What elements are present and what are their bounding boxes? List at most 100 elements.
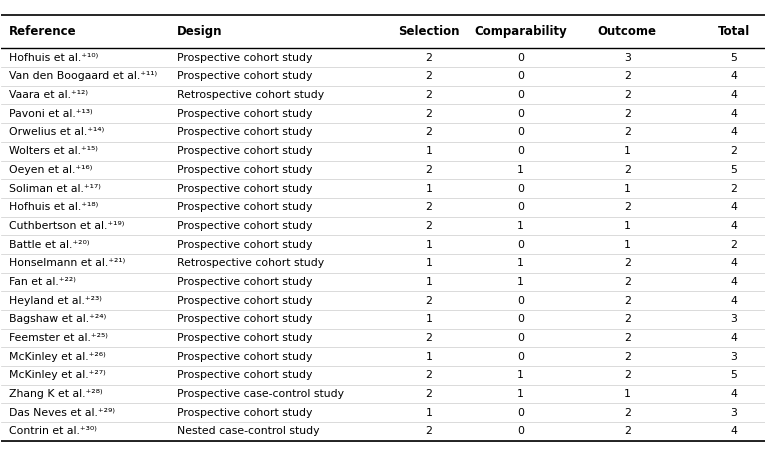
Text: 2: 2 [624,109,630,119]
Text: 2: 2 [731,239,738,249]
Text: Prospective cohort study: Prospective cohort study [177,333,313,343]
Text: 0: 0 [517,408,524,418]
Text: Prospective cohort study: Prospective cohort study [177,239,313,249]
Text: Heyland et al.⁺²³⁾: Heyland et al.⁺²³⁾ [9,295,102,306]
Text: 4: 4 [731,389,738,399]
Text: 0: 0 [517,71,524,82]
Text: 2: 2 [425,109,432,119]
Text: 3: 3 [731,352,738,362]
Text: Wolters et al.⁺¹⁵⁾: Wolters et al.⁺¹⁵⁾ [9,146,98,156]
Text: Oeyen et al.⁺¹⁶⁾: Oeyen et al.⁺¹⁶⁾ [9,165,93,175]
Text: 0: 0 [517,352,524,362]
Text: 1: 1 [517,258,524,268]
Text: 2: 2 [425,53,432,63]
Text: Prospective cohort study: Prospective cohort study [177,314,313,324]
Text: 2: 2 [624,370,630,380]
Text: 1: 1 [425,408,432,418]
Text: 2: 2 [624,333,630,343]
Text: Prospective cohort study: Prospective cohort study [177,71,313,82]
Text: Contrin et al.⁺³⁰⁾: Contrin et al.⁺³⁰⁾ [9,426,97,436]
Text: 2: 2 [731,146,738,156]
Text: 2: 2 [624,90,630,100]
Text: Retrospective cohort study: Retrospective cohort study [177,90,324,100]
Text: 0: 0 [517,314,524,324]
Text: 0: 0 [517,146,524,156]
Text: 1: 1 [517,389,524,399]
Text: 1: 1 [624,221,630,231]
Text: Design: Design [177,25,222,38]
Text: Pavoni et al.⁺¹³⁾: Pavoni et al.⁺¹³⁾ [9,109,93,119]
Text: 5: 5 [731,165,738,175]
Text: 2: 2 [624,128,630,138]
Text: Retrospective cohort study: Retrospective cohort study [177,258,324,268]
Text: 5: 5 [731,53,738,63]
Text: Prospective cohort study: Prospective cohort study [177,165,313,175]
Text: Cuthbertson et al.⁺¹⁹⁾: Cuthbertson et al.⁺¹⁹⁾ [9,221,124,231]
Text: Feemster et al.⁺²⁵⁾: Feemster et al.⁺²⁵⁾ [9,333,108,343]
Text: 1: 1 [425,352,432,362]
Text: Hofhuis et al.⁺¹⁰⁾: Hofhuis et al.⁺¹⁰⁾ [9,53,98,63]
Text: 0: 0 [517,128,524,138]
Text: 2: 2 [425,426,432,436]
Text: 1: 1 [517,277,524,287]
Text: 2: 2 [425,221,432,231]
Text: 1: 1 [425,146,432,156]
Text: 4: 4 [731,295,738,306]
Text: 0: 0 [517,109,524,119]
Text: 4: 4 [731,90,738,100]
Text: 4: 4 [731,128,738,138]
Text: 2: 2 [425,333,432,343]
Text: 0: 0 [517,426,524,436]
Text: Battle et al.⁺²⁰⁾: Battle et al.⁺²⁰⁾ [9,239,90,249]
Text: 4: 4 [731,333,738,343]
Text: Prospective cohort study: Prospective cohort study [177,277,313,287]
Text: 2: 2 [624,295,630,306]
Text: 2: 2 [624,202,630,212]
Text: 2: 2 [425,165,432,175]
Text: 2: 2 [425,128,432,138]
Text: 1: 1 [624,146,630,156]
Text: 1: 1 [425,184,432,193]
Text: Bagshaw et al.⁺²⁴⁾: Bagshaw et al.⁺²⁴⁾ [9,314,106,324]
Text: Prospective cohort study: Prospective cohort study [177,221,313,231]
Text: 4: 4 [731,258,738,268]
Text: Prospective case-control study: Prospective case-control study [177,389,344,399]
Text: 4: 4 [731,221,738,231]
Text: 2: 2 [624,258,630,268]
Text: 1: 1 [624,389,630,399]
Text: Fan et al.⁺²²⁾: Fan et al.⁺²²⁾ [9,277,76,287]
Text: Total: Total [718,25,750,38]
Text: Honselmann et al.⁺²¹⁾: Honselmann et al.⁺²¹⁾ [9,258,126,268]
Text: 0: 0 [517,202,524,212]
Text: 2: 2 [425,202,432,212]
Text: Nested case-control study: Nested case-control study [177,426,319,436]
Text: Prospective cohort study: Prospective cohort study [177,184,313,193]
Text: 0: 0 [517,295,524,306]
Text: 2: 2 [425,389,432,399]
Text: 0: 0 [517,90,524,100]
Text: Prospective cohort study: Prospective cohort study [177,202,313,212]
Text: McKinley et al.⁺²⁶⁾: McKinley et al.⁺²⁶⁾ [9,352,106,362]
Text: 2: 2 [624,277,630,287]
Text: 2: 2 [624,71,630,82]
Text: 1: 1 [517,221,524,231]
Text: 5: 5 [731,370,738,380]
Text: Prospective cohort study: Prospective cohort study [177,146,313,156]
Text: Vaara et al.⁺¹²⁾: Vaara et al.⁺¹²⁾ [9,90,88,100]
Text: Zhang K et al.⁺²⁸⁾: Zhang K et al.⁺²⁸⁾ [9,389,103,399]
Text: 2: 2 [425,71,432,82]
Text: Prospective cohort study: Prospective cohort study [177,128,313,138]
Text: 0: 0 [517,239,524,249]
Text: Soliman et al.⁺¹⁷⁾: Soliman et al.⁺¹⁷⁾ [9,184,101,193]
Text: Hofhuis et al.⁺¹⁸⁾: Hofhuis et al.⁺¹⁸⁾ [9,202,98,212]
Text: 0: 0 [517,184,524,193]
Text: Das Neves et al.⁺²⁹⁾: Das Neves et al.⁺²⁹⁾ [9,408,115,418]
Text: Prospective cohort study: Prospective cohort study [177,295,313,306]
Text: Orwelius et al.⁺¹⁴⁾: Orwelius et al.⁺¹⁴⁾ [9,128,104,138]
Text: 0: 0 [517,53,524,63]
Text: 3: 3 [731,314,738,324]
Text: 3: 3 [624,53,630,63]
Text: 2: 2 [624,165,630,175]
Text: Prospective cohort study: Prospective cohort study [177,352,313,362]
Text: Prospective cohort study: Prospective cohort study [177,370,313,380]
